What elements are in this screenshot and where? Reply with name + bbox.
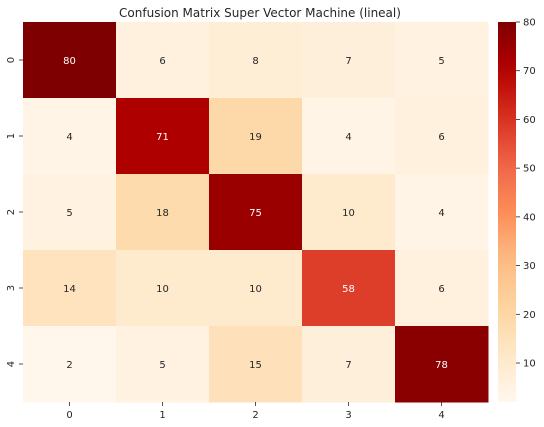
cell-value-label: 15 <box>249 360 262 371</box>
x-tick-label: 3 <box>345 410 351 421</box>
heatmap-cell <box>209 250 303 327</box>
heatmap-cell <box>23 22 117 99</box>
heatmap-cell <box>116 22 210 99</box>
y-tick-label: 3 <box>6 285 17 291</box>
x-axis: 0 1 2 3 4 <box>66 402 445 421</box>
cell-value-label: 80 <box>63 56 76 67</box>
y-tick-label: 1 <box>6 133 17 139</box>
heatmap-cell <box>23 326 117 403</box>
cell-value-label: 78 <box>435 360 448 371</box>
heatmap-cell <box>23 174 117 251</box>
cell-value-label: 18 <box>156 208 169 219</box>
heatmap-cell <box>302 174 396 251</box>
colorbar-tick-label: 80 <box>523 18 536 29</box>
x-tick-label: 2 <box>252 410 258 421</box>
heatmap-cell <box>395 326 489 403</box>
x-tick-label: 0 <box>66 410 72 421</box>
heatmap-cell <box>116 174 210 251</box>
cell-value-label: 71 <box>156 132 169 143</box>
colorbar-tick-label: 40 <box>523 212 536 223</box>
heatmap-cell <box>209 98 303 175</box>
cell-value-label: 4 <box>438 208 444 219</box>
colorbar-tick-label: 70 <box>523 66 536 77</box>
y-axis: 0 1 2 3 4 <box>6 57 23 367</box>
cell-value-label: 6 <box>438 284 444 295</box>
cell-value-label: 10 <box>156 284 169 295</box>
cell-value-label: 6 <box>438 132 444 143</box>
y-tick-label: 0 <box>6 57 17 63</box>
colorbar-tick-label: 10 <box>523 359 536 370</box>
chart-title: Confusion Matrix Super Vector Machine (l… <box>119 6 401 20</box>
cell-value-label: 7 <box>345 360 351 371</box>
heatmap-cell <box>209 326 303 403</box>
heatmap-cell <box>23 98 117 175</box>
y-tick-label: 2 <box>6 209 17 215</box>
heatmap-cell <box>209 174 303 251</box>
colorbar-tick-label: 30 <box>523 261 536 272</box>
cell-value-label: 75 <box>249 208 262 219</box>
heatmap-cell <box>302 22 396 99</box>
heatmap-cells: 80 6 8 7 54 71 19 4 65 18 75 10 414 10 10 58 62 5 15 7 78 <box>23 22 489 403</box>
cell-value-label: 5 <box>159 360 165 371</box>
heatmap-cell <box>116 326 210 403</box>
heatmap-cell <box>209 22 303 99</box>
cell-value-label: 4 <box>345 132 351 143</box>
heatmap-cell <box>395 98 489 175</box>
cell-value-label: 19 <box>249 132 262 143</box>
colorbar-tick-label: 50 <box>523 164 536 175</box>
heatmap-cell <box>116 250 210 327</box>
cell-value-label: 10 <box>249 284 262 295</box>
heatmap-cell <box>395 250 489 327</box>
x-tick-label: 1 <box>159 410 165 421</box>
colorbar-gradient <box>498 22 516 402</box>
x-tick-label: 4 <box>438 410 444 421</box>
cell-value-label: 7 <box>345 56 351 67</box>
colorbar-tick-label: 20 <box>523 310 536 321</box>
cell-value-label: 58 <box>342 284 355 295</box>
cell-value-label: 5 <box>438 56 444 67</box>
heatmap-cell <box>395 174 489 251</box>
cell-value-label: 6 <box>159 56 165 67</box>
colorbar: 10 20 30 40 50 60 70 80 <box>498 18 536 402</box>
y-tick-label: 4 <box>6 361 17 367</box>
cell-value-label: 10 <box>342 208 355 219</box>
cell-value-label: 2 <box>66 360 72 371</box>
heatmap-cell <box>116 98 210 175</box>
cell-value-label: 14 <box>63 284 76 295</box>
cell-value-label: 8 <box>252 56 258 67</box>
heatmap-cell <box>395 22 489 99</box>
heatmap-cell <box>302 98 396 175</box>
heatmap-cell <box>23 250 117 327</box>
colorbar-tick-label: 60 <box>523 115 536 126</box>
heatmap-cell <box>302 326 396 403</box>
cell-value-label: 5 <box>66 208 72 219</box>
cell-value-label: 4 <box>66 132 72 143</box>
heatmap-cell <box>302 250 396 327</box>
